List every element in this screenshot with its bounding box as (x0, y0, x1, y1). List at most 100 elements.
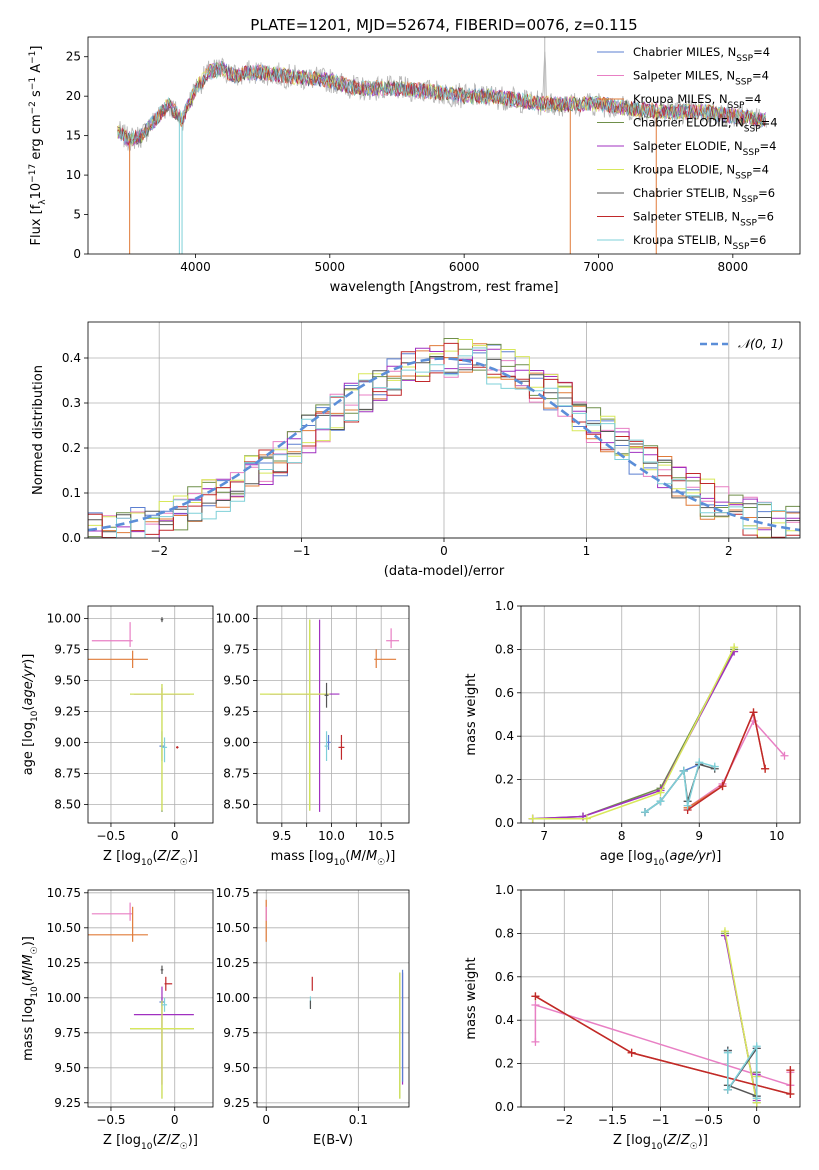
x-tick-label: 0 (440, 544, 448, 558)
weight-marker (656, 797, 665, 806)
label-part: )] (21, 654, 36, 664)
label-part: )] (21, 936, 36, 946)
y-tick-label: 0.0 (62, 531, 81, 545)
y-tick-label: 8.75 (54, 766, 81, 780)
y-axis-label: mass [log10(M/M☉)] (21, 936, 40, 1061)
x-axis-label: mass [log10(M/M☉)] (271, 849, 396, 868)
label-part: )] (711, 849, 721, 864)
y-axis-label: Normed distribution (31, 365, 46, 495)
label-part: ( (21, 706, 36, 711)
label-part: ☉ (377, 858, 385, 868)
weight-marker (528, 814, 537, 823)
label-part: =4 (760, 139, 777, 153)
label-part: Salpeter MILES, N (633, 69, 735, 83)
y-tick-label: 10.00 (47, 991, 81, 1005)
weight-marker (683, 801, 692, 810)
weight-marker (720, 927, 729, 936)
legend-entry-0: Chabrier MILES, NSSP=4 (633, 45, 770, 64)
label-part: wavelength [Angstrom, rest frame] (330, 280, 559, 295)
weight-marker (627, 1048, 636, 1057)
label-part: 10 (334, 858, 346, 868)
y-tick-label: 1.0 (495, 883, 514, 897)
age-vs-metallicity-panel: −0.5 0 8.50 8.75 9.00 9.25 9.50 9.75 10.00 Z [log… (21, 605, 214, 868)
y-axis-label: mass weight (464, 673, 479, 755)
x-tick-label: 10.5 (368, 829, 395, 843)
label-part: (data-model)/error (384, 564, 505, 579)
label-part: mass [log (271, 849, 334, 864)
x-axis-label: E(B-V) (313, 1133, 353, 1148)
label-part: Z [log (613, 1133, 651, 1148)
errorbar-point-8 (161, 997, 168, 1012)
label-part: M (21, 954, 36, 965)
y-tick-label: 25 (66, 50, 81, 64)
axes-frame (87, 605, 214, 824)
x-tick-label: 9 (695, 829, 703, 843)
x-tick-label: 0 (171, 829, 179, 843)
label-part: Chabrier STELIB, N (633, 186, 741, 200)
y-axis-label: mass weight (464, 957, 479, 1039)
errorbar-point-2 (374, 649, 397, 668)
y-tick-label: 15 (66, 129, 81, 143)
label-part: age/yr (21, 662, 36, 705)
x-axis-label: Z [log10(Z/Z☉)] (613, 1133, 708, 1152)
x-tick-label: 7 (540, 829, 548, 843)
label-part: Flux [f (29, 204, 44, 245)
y-tick-label: 9.75 (223, 642, 250, 656)
errorbar-point-5 (259, 619, 330, 811)
y-tick-label: 0.4 (495, 1013, 514, 1027)
y-tick-label: 10.25 (47, 956, 81, 970)
axes-frame (520, 889, 801, 1108)
weight-marker (761, 764, 770, 773)
label-part: ☉ (690, 1142, 698, 1152)
label-part: / (21, 965, 36, 970)
label-part: SSP (728, 101, 745, 111)
label-part: ( (662, 1133, 667, 1148)
label-part: 10 (141, 858, 153, 868)
x-tick-label: 1 (583, 544, 591, 558)
label-part: SSP (735, 78, 752, 88)
label-part: SSP (735, 172, 752, 182)
y-tick-label: 10.50 (47, 921, 81, 935)
label-part: −1 (28, 77, 38, 90)
x-tick-label: 2 (725, 544, 733, 558)
y-tick-label: 9.00 (54, 735, 81, 749)
mass-vs-metallicity-panel: −0.5 0 9.25 9.50 9.75 10.00 10.25 10.50 10.75 Z [… (21, 886, 214, 1152)
label-part: age [log (600, 849, 653, 864)
y-tick-label: 10.75 (216, 886, 250, 900)
legend-entry-3: Chabrier ELODIE, NSSP=4 (633, 116, 778, 135)
errorbar-point-5 (130, 684, 194, 811)
weight-line-5 (724, 931, 758, 1103)
y-tick-label: 5 (73, 208, 81, 222)
x-tick-label: 5000 (315, 260, 346, 274)
x-tick-label: 10.0 (318, 829, 345, 843)
label-part: Kroupa ELODIE, N (633, 163, 735, 177)
label-part: Chabrier ELODIE, N (633, 116, 744, 130)
weight-marker (531, 992, 540, 1001)
y-tick-label: 0.1 (62, 486, 81, 500)
y-tick-label: 0.4 (62, 351, 81, 365)
label-part: 10 (30, 710, 40, 722)
spectrum-panel: 4000 5000 6000 7000 8000 0 5 10 15 20 25 wavelength… (28, 36, 801, 295)
x-tick-label: −2 (555, 1113, 573, 1127)
label-part: )] (698, 1133, 708, 1148)
label-part: erg cm (29, 114, 44, 163)
y-tick-label: 9.75 (54, 642, 81, 656)
label-part: SSP (744, 125, 761, 135)
x-tick-label: −0.5 (96, 829, 125, 843)
label-part: Chabrier MILES, N (633, 45, 736, 59)
errorbar-point-8 (161, 737, 168, 763)
x-tick-label: 6000 (449, 260, 480, 274)
label-part: 10 (141, 1142, 153, 1152)
label-part: −1 (28, 51, 38, 64)
label-part: ☉ (30, 946, 40, 954)
label-part: λ (38, 199, 48, 205)
axes-frame (256, 605, 410, 824)
y-tick-label: 9.00 (223, 735, 250, 749)
label-part: )] (188, 849, 198, 864)
label-part: age/yr (669, 849, 712, 864)
label-part: / (362, 849, 367, 864)
label-part: ( (21, 981, 36, 986)
legend-entry-normal: 𝒩(0, 1) (738, 336, 784, 351)
label-part: =4 (752, 163, 769, 177)
